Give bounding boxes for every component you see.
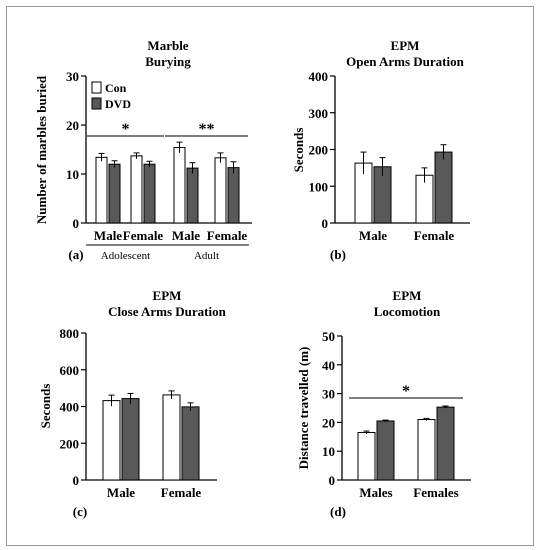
chart-title: EPM bbox=[391, 38, 420, 53]
bar-dvd bbox=[108, 163, 121, 224]
y-axis-title: Number of marbles buried bbox=[34, 75, 49, 224]
y-tick-label: 400 bbox=[309, 69, 329, 84]
y-tick-label: 0 bbox=[322, 216, 329, 231]
x-tick-label: Male bbox=[94, 228, 122, 243]
legend-swatch bbox=[91, 97, 102, 110]
y-tick-label: 20 bbox=[322, 415, 335, 430]
legend-label: DVD bbox=[105, 97, 131, 111]
legend-swatch bbox=[91, 81, 102, 94]
y-tick-label: 200 bbox=[60, 436, 80, 451]
y-tick-label: 50 bbox=[322, 329, 335, 344]
legend: Con DVD bbox=[91, 81, 131, 111]
bar-dvd bbox=[227, 167, 240, 224]
chart-title: EPM bbox=[393, 288, 422, 303]
significance-star: * bbox=[122, 121, 130, 138]
y-tick-label: 10 bbox=[66, 167, 79, 182]
y-tick-label: 800 bbox=[60, 326, 80, 341]
bar-con bbox=[357, 431, 376, 481]
y-tick-label: 600 bbox=[60, 363, 80, 378]
y-axis-title: Seconds bbox=[38, 384, 53, 429]
y-tick-label: 40 bbox=[322, 358, 335, 373]
y-tick-label: 0 bbox=[329, 473, 336, 488]
chart-title: Locomotion bbox=[374, 304, 441, 319]
bar-con bbox=[102, 400, 121, 481]
x-tick-label: Males bbox=[359, 485, 392, 500]
bar-dvd bbox=[436, 406, 455, 481]
x-tick-label: Female bbox=[207, 228, 248, 243]
y-tick-label: 0 bbox=[73, 216, 80, 231]
group-label: Adolescent bbox=[101, 250, 150, 262]
bar-dvd bbox=[434, 151, 453, 224]
bar-dvd bbox=[181, 406, 200, 481]
x-tick-label: Females bbox=[413, 485, 458, 500]
chart-title: EPM bbox=[153, 288, 182, 303]
bar-dvd bbox=[376, 420, 395, 481]
y-axis-title: Seconds bbox=[291, 128, 306, 173]
bar-dvd bbox=[121, 398, 140, 481]
legend-label: Con bbox=[105, 81, 127, 95]
y-axis-title: Distance travelled (m) bbox=[296, 347, 311, 470]
y-tick-label: 0 bbox=[73, 473, 80, 488]
bar-con bbox=[130, 155, 143, 224]
panel-label: (b) bbox=[330, 247, 346, 262]
x-tick-label: Male bbox=[107, 485, 135, 500]
x-tick-label: Male bbox=[359, 228, 387, 243]
y-tick-label: 30 bbox=[66, 69, 79, 84]
y-tick-label: 400 bbox=[60, 400, 80, 415]
group-label: Adult bbox=[194, 250, 219, 262]
significance-star: ** bbox=[199, 121, 215, 138]
chart-title: Open Arms Duration bbox=[346, 54, 465, 69]
bar-con bbox=[173, 147, 186, 224]
bar-dvd bbox=[143, 163, 156, 224]
x-tick-label: Female bbox=[414, 228, 455, 243]
y-tick-label: 100 bbox=[309, 179, 329, 194]
significance-star: * bbox=[402, 383, 410, 400]
y-tick-label: 20 bbox=[66, 118, 79, 133]
chart-title: Close Arms Duration bbox=[108, 304, 226, 319]
x-tick-label: Female bbox=[123, 228, 164, 243]
x-tick-label: Female bbox=[161, 485, 202, 500]
bar-con bbox=[95, 156, 108, 224]
y-tick-label: 30 bbox=[322, 387, 335, 402]
panel-label: (d) bbox=[330, 504, 346, 519]
bar-con bbox=[162, 394, 181, 481]
bar-con bbox=[214, 157, 227, 224]
y-tick-label: 200 bbox=[309, 143, 329, 158]
y-tick-label: 300 bbox=[309, 106, 329, 121]
chart-title: Burying bbox=[145, 54, 191, 69]
bar-dvd bbox=[186, 167, 199, 224]
panel-label: (a) bbox=[68, 247, 83, 262]
panel-label: (c) bbox=[73, 504, 87, 519]
bar-con bbox=[417, 419, 436, 481]
x-tick-label: Male bbox=[172, 228, 200, 243]
chart-title: Marble bbox=[147, 38, 188, 53]
y-tick-label: 10 bbox=[322, 444, 335, 459]
